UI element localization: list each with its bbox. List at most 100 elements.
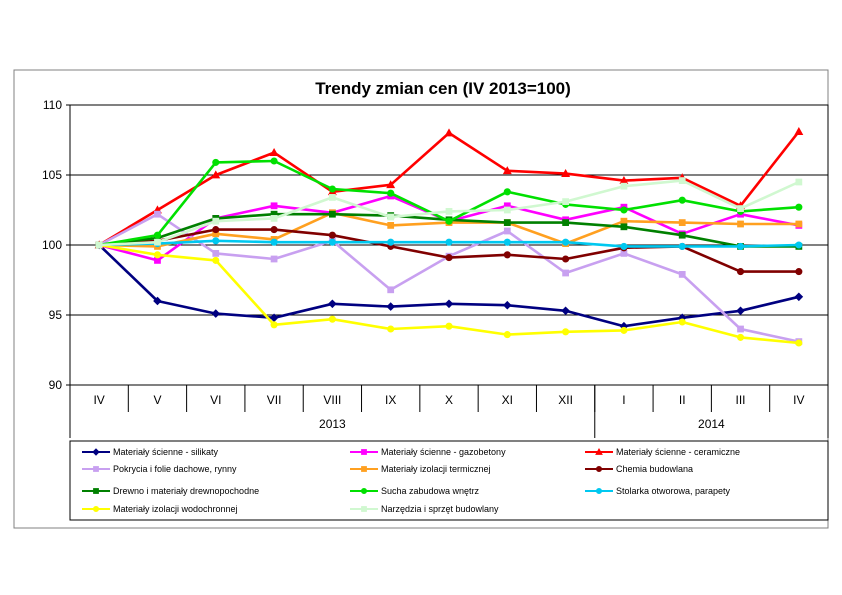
legend-label: Chemia budowlana (616, 464, 693, 474)
data-point (561, 306, 570, 316)
data-point (93, 488, 99, 494)
data-point (502, 166, 512, 175)
data-point (795, 268, 803, 276)
data-point (737, 325, 744, 333)
data-point (93, 466, 99, 472)
legend-label: Pokrycia i folie dachowe, rynny (113, 464, 237, 474)
data-point (270, 215, 278, 222)
data-point (361, 506, 367, 512)
data-point (387, 238, 395, 246)
data-point (387, 286, 395, 294)
data-point (329, 210, 336, 218)
legend-label: Materiały ścienne - silikaty (113, 447, 219, 457)
data-point (620, 217, 628, 225)
legend-label: Materiały izolacji termicznej (381, 464, 491, 474)
legend-item: Materiały ścienne - silikaty (82, 447, 219, 457)
data-point (678, 318, 686, 326)
data-point (795, 241, 803, 249)
legend-label: Drewno i materiały drewnopochodne (113, 486, 259, 496)
x-tick-label: V (153, 393, 161, 407)
data-point (678, 177, 686, 184)
data-point (154, 238, 161, 246)
x-group-label: 2013 (319, 417, 346, 431)
data-point (154, 210, 161, 218)
legend-label: Materiały ścienne - gazobetony (381, 447, 506, 457)
data-point (736, 333, 745, 341)
data-point (444, 299, 454, 309)
data-point (620, 206, 628, 214)
data-point (92, 505, 100, 513)
data-point (212, 250, 220, 257)
legend-item: Pokrycia i folie dachowe, rynny (82, 464, 237, 474)
x-tick-label: XI (502, 393, 513, 407)
data-point (445, 217, 453, 225)
legend-label: Stolarka otworowa, parapety (616, 486, 731, 496)
data-point (153, 251, 162, 259)
data-point (795, 339, 803, 347)
series-8 (95, 157, 803, 249)
data-point (270, 321, 278, 329)
data-point (153, 231, 162, 239)
y-tick-label: 95 (49, 308, 63, 322)
x-group-label: 2014 (698, 417, 725, 431)
data-point (562, 269, 569, 277)
data-point (795, 220, 803, 228)
data-point (445, 208, 453, 215)
data-point (445, 238, 453, 246)
data-point (678, 231, 686, 239)
data-point (270, 238, 278, 246)
data-point (328, 231, 336, 239)
data-point (328, 315, 336, 323)
data-point (620, 182, 628, 190)
data-point (595, 465, 603, 473)
legend-item: Materiały izolacji termicznej (350, 464, 491, 474)
data-point (503, 331, 511, 339)
data-point (387, 222, 395, 229)
x-tick-label: VIII (323, 393, 341, 407)
data-point (561, 168, 571, 177)
data-point (445, 322, 453, 330)
data-point (562, 238, 570, 246)
data-point (562, 328, 570, 336)
legend-item: Materiały ścienne - gazobetony (350, 447, 506, 457)
data-point (678, 242, 686, 250)
legend-item: Materiały izolacji wodochronnej (82, 504, 238, 514)
x-tick-label: II (679, 393, 686, 407)
data-point (737, 205, 744, 212)
data-point (620, 223, 628, 231)
data-point (212, 256, 220, 264)
data-point (270, 255, 278, 263)
legend-label: Materiały ścienne - ceramiczne (616, 447, 740, 457)
legend: Materiały ścienne - silikaty Materiały śc… (69, 440, 829, 521)
data-point (795, 178, 803, 186)
data-point (269, 147, 279, 156)
legend-item: Stolarka otworowa, parapety (585, 486, 731, 496)
legend-label: Narzędzia i sprzęt budowlany (381, 504, 499, 514)
data-point (211, 170, 221, 179)
data-point (270, 226, 278, 234)
data-point (328, 185, 336, 193)
data-point (212, 158, 220, 166)
data-point (620, 326, 628, 334)
data-point (503, 300, 512, 310)
x-tick-label: X (445, 393, 453, 407)
x-tick-label: IV (793, 393, 804, 407)
data-point (736, 306, 745, 316)
x-tick-label: XII (558, 393, 573, 407)
legend-box (69, 440, 829, 521)
legend-item: Narzędzia i sprzęt budowlany (350, 504, 499, 514)
data-point (794, 126, 804, 135)
data-point (386, 180, 396, 189)
data-point (329, 194, 336, 201)
data-point (212, 237, 220, 245)
data-point (503, 227, 511, 235)
data-point (678, 219, 686, 226)
data-point (212, 226, 220, 234)
legend-label: Sucha zabudowa wnętrz (381, 486, 480, 496)
data-point (445, 254, 453, 262)
legend-label: Materiały izolacji wodochronnej (113, 504, 238, 514)
data-point (503, 188, 511, 196)
data-point (678, 196, 686, 204)
data-point (503, 251, 511, 259)
